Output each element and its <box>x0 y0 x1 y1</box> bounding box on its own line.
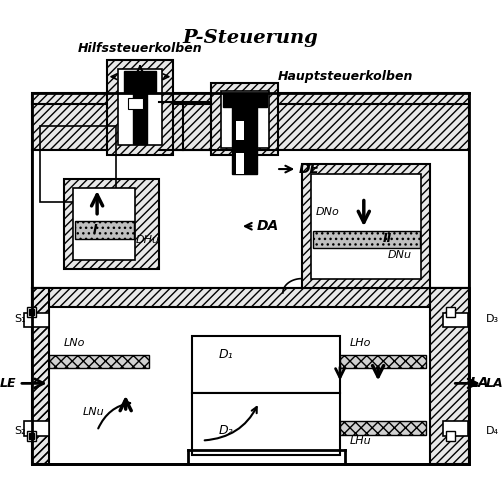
Bar <box>75 221 134 238</box>
Bar <box>32 288 49 464</box>
Bar <box>431 288 469 464</box>
Bar <box>128 98 143 109</box>
Text: DHu: DHu <box>135 235 159 245</box>
Text: DNo: DNo <box>316 207 340 217</box>
Bar <box>223 93 267 107</box>
Bar <box>64 178 159 269</box>
Text: LA: LA <box>486 377 503 390</box>
Bar <box>29 309 34 315</box>
Text: DHo: DHo <box>76 207 100 217</box>
Bar <box>24 313 48 327</box>
Bar <box>236 121 244 140</box>
Bar <box>340 355 426 368</box>
Bar <box>302 164 431 288</box>
Text: S₁: S₁ <box>14 314 26 324</box>
Text: II: II <box>383 232 392 245</box>
Bar <box>311 174 421 279</box>
Bar <box>133 92 147 144</box>
Text: LA: LA <box>470 376 489 390</box>
Bar <box>32 288 469 464</box>
Bar <box>40 126 116 202</box>
Text: LNo: LNo <box>64 338 85 348</box>
Bar <box>49 355 149 368</box>
Bar <box>446 431 455 440</box>
Bar <box>236 153 244 174</box>
Bar <box>27 307 36 317</box>
Bar <box>32 288 49 464</box>
Bar <box>446 307 455 317</box>
Bar <box>118 69 162 145</box>
Bar <box>32 150 469 288</box>
Bar <box>73 188 135 260</box>
Bar <box>32 288 469 307</box>
Bar <box>443 313 468 327</box>
Text: LNu: LNu <box>83 407 105 417</box>
Text: D₄: D₄ <box>486 426 498 436</box>
Bar <box>221 91 269 148</box>
Bar <box>443 421 468 436</box>
Bar <box>211 83 278 155</box>
Text: D₁: D₁ <box>218 348 233 361</box>
Text: LHu: LHu <box>350 435 371 445</box>
Bar <box>313 231 420 248</box>
Bar <box>32 102 469 150</box>
Text: D₃: D₃ <box>486 314 499 324</box>
Bar <box>29 433 34 438</box>
Text: P-Steuerung: P-Steuerung <box>183 29 318 47</box>
Text: LE: LE <box>0 377 16 390</box>
Bar <box>107 60 174 155</box>
Bar <box>192 393 340 455</box>
Bar <box>192 336 340 393</box>
Text: DA: DA <box>257 219 279 233</box>
Text: D₂: D₂ <box>218 424 233 437</box>
Bar <box>124 71 156 92</box>
Text: DNu: DNu <box>388 250 411 260</box>
Text: I: I <box>93 222 98 235</box>
Bar <box>24 421 48 436</box>
Text: LHo: LHo <box>350 338 371 348</box>
Bar <box>32 93 469 104</box>
Text: Hilfssteuerkolben: Hilfssteuerkolben <box>77 42 202 55</box>
Bar <box>27 431 36 440</box>
Bar <box>340 421 426 435</box>
Text: Hauptsteuerkolben: Hauptsteuerkolben <box>278 70 413 83</box>
Bar <box>232 107 257 174</box>
Text: DE: DE <box>299 162 320 176</box>
Text: S₂: S₂ <box>14 426 26 436</box>
